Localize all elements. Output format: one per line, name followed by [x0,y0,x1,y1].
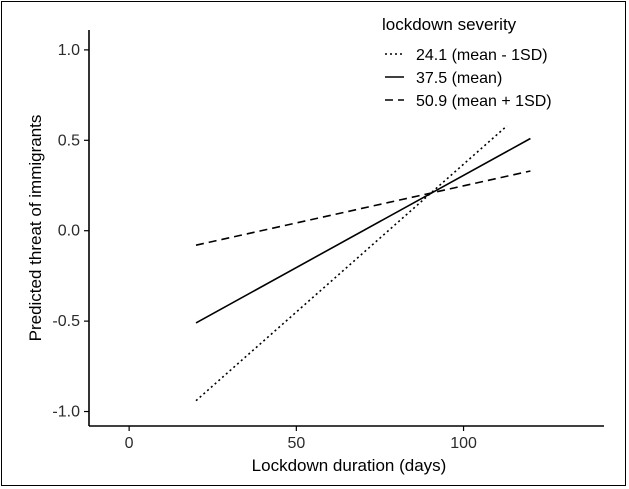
y-tick-label: 0.5 [58,132,80,149]
y-tick-label: 1.0 [58,42,80,59]
y-tick-label: -0.5 [52,313,80,330]
legend-label: 50.9 (mean + 1SD) [416,93,552,110]
series-layer [195,125,531,402]
series-line-dotted [195,125,508,402]
x-tick-label: 0 [125,435,134,452]
legend-label: 37.5 (mean) [416,70,502,87]
series-line-solid [195,137,531,324]
y-tick-label: 0.0 [58,223,80,240]
legend: lockdown severity 24.1 (mean - 1SD) 37.5 … [382,15,552,110]
x-tick-label: 100 [450,435,477,452]
legend-title: lockdown severity [382,15,517,34]
y-tick-label: -1.0 [52,404,80,421]
y-axis-title: Predicted threat of immigrants [26,115,45,342]
x-tick-label: 50 [287,435,305,452]
legend-label: 24.1 (mean - 1SD) [416,47,548,64]
axes: 1.0 0.5 0.0 -0.5 -1.0 0 50 100 [52,30,604,452]
series-line-dashed [195,170,531,246]
x-axis-title: Lockdown duration (days) [252,456,447,475]
